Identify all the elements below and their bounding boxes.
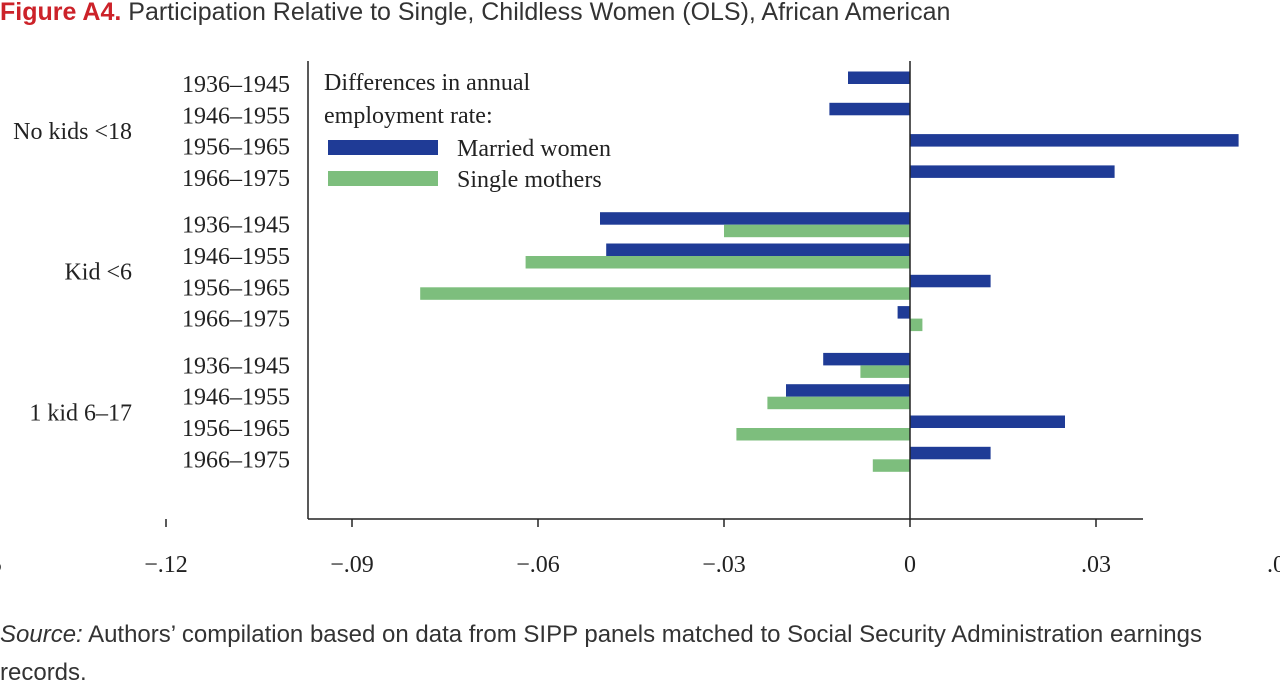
figure-title: Figure A4. Participation Relative to Sin… [0, 0, 950, 27]
row-label: 1936–1945 [182, 353, 290, 379]
bar-layer [420, 71, 1239, 472]
row-label: 1936–1945 [182, 72, 290, 98]
bar-single-mothers [860, 365, 910, 378]
bar-single-mothers [736, 428, 910, 441]
bar-married-women [786, 384, 910, 397]
legend-title: employment rate: [324, 103, 493, 129]
x-tick-label: .03 [1081, 552, 1111, 578]
bar-single-mothers [767, 396, 910, 410]
bar-single-mothers [420, 287, 910, 300]
bar-married-women [910, 274, 991, 288]
figure-number: Figure A4. [0, 0, 122, 26]
row-label: 1966–1975 [182, 166, 290, 192]
row-label: 1956–1965 [182, 416, 290, 442]
legend-swatch [328, 171, 438, 186]
legend-label: Single mothers [457, 167, 602, 193]
bar-single-mothers [910, 318, 923, 332]
x-tick-label: −.09 [330, 552, 374, 578]
bar-married-women [829, 102, 910, 116]
bar-single-mothers [872, 459, 910, 472]
group-label: No kids <18 [13, 119, 132, 145]
x-tick-label: −.15 [0, 552, 2, 578]
row-label: 1966–1975 [182, 447, 290, 473]
label-layer: 1936–1945 1946–1955 1956–1965 1966–1975 No k… [0, 72, 1280, 578]
legend-title: Differences in annual [324, 70, 530, 96]
bar-single-mothers [525, 256, 910, 269]
row-label: 1956–1965 [182, 135, 290, 161]
x-tick-label: −.12 [144, 552, 188, 578]
row-label: 1946–1955 [182, 244, 290, 270]
bar-married-women [848, 71, 910, 84]
group-label: Kid <6 [64, 260, 132, 286]
row-label: 1966–1975 [182, 307, 290, 333]
x-tick-label: −.03 [702, 552, 746, 578]
source-text: Authors’ compilation based on data from … [0, 621, 1202, 686]
figure-title-text: Participation Relative to Single, Childl… [128, 0, 951, 26]
source-note: Source: Authors’ compilation based on da… [0, 616, 1278, 692]
bar-married-women [606, 243, 910, 256]
x-tick-label: −.06 [516, 552, 560, 578]
legend-swatch [328, 140, 438, 155]
group-label: 1 kid 6–17 [29, 400, 132, 426]
bar-chart: 1936–1945 1946–1955 1956–1965 1966–1975 No k… [0, 61, 1280, 578]
row-label: 1946–1955 [182, 103, 290, 129]
axes-layer [165, 61, 1143, 527]
bar-married-women [897, 306, 910, 319]
bar-married-women [823, 352, 910, 366]
row-label: 1956–1965 [182, 275, 290, 301]
bar-married-women [910, 165, 1115, 178]
x-tick-label: 0 [904, 552, 916, 578]
bar-married-women [910, 446, 991, 460]
bar-married-women [600, 212, 910, 225]
row-label: 1946–1955 [182, 385, 290, 411]
source-label: Source: [0, 621, 83, 648]
legend-label: Married women [457, 136, 611, 162]
row-label: 1936–1945 [182, 213, 290, 239]
legend: Differences in annual employment rate: Mar… [324, 70, 611, 193]
bar-married-women [910, 415, 1065, 428]
bar-married-women [910, 134, 1239, 147]
x-tick-label: .06 [1267, 552, 1280, 578]
bar-single-mothers [724, 224, 910, 238]
